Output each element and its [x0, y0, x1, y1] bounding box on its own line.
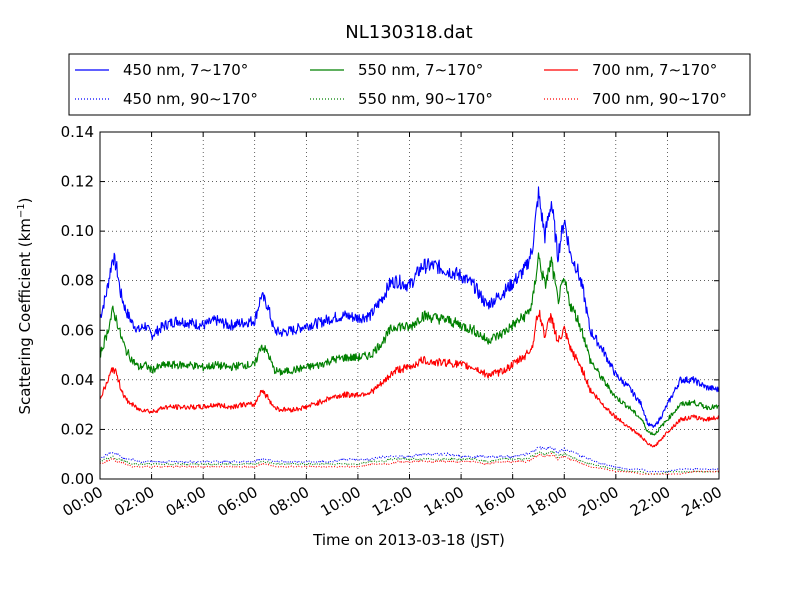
series-line-4: [99, 309, 720, 448]
x-tick-label: 12:00: [369, 483, 415, 520]
x-tick-label: 02:00: [111, 483, 157, 520]
series-line-5: [99, 452, 720, 475]
x-tick-label: 10:00: [317, 483, 363, 520]
series-lines: [99, 186, 720, 475]
legend-label-3: 550 nm, 90∼170°: [358, 90, 493, 108]
y-axis-ticks: 0.00 0.02 0.04 0.06 0.08 0.10 0.12 0.14: [61, 123, 719, 488]
legend-label-5: 700 nm, 90∼170°: [592, 90, 727, 108]
x-tick-label: 22:00: [627, 483, 673, 520]
legend-label-1: 450 nm, 90∼170°: [123, 90, 258, 108]
y-tick-label: 0.00: [61, 470, 94, 488]
legend-label-0: 450 nm, 7∼170°: [123, 61, 248, 79]
x-tick-label: 06:00: [214, 483, 260, 520]
legend-label-4: 700 nm, 7∼170°: [592, 61, 717, 79]
y-axis-label: Scattering Coefficient (km−1): [16, 197, 34, 414]
y-axis-label-exponent: −1: [16, 203, 27, 218]
x-tick-label: 00:00: [60, 483, 106, 520]
series-line-0: [99, 186, 720, 428]
x-axis-label: Time on 2013-03-18 (JST): [312, 531, 505, 549]
legend-box: [68, 53, 751, 116]
y-tick-label: 0.02: [61, 420, 94, 438]
chart-title: NL130318.dat: [345, 22, 472, 43]
series-line-2: [99, 252, 720, 436]
y-tick-label: 0.08: [61, 272, 94, 290]
series-line-1: [99, 445, 720, 473]
x-tick-label: 08:00: [266, 483, 312, 520]
y-axis-label-close: ): [16, 197, 34, 203]
legend-label-2: 550 nm, 7∼170°: [358, 61, 483, 79]
y-tick-label: 0.12: [61, 173, 94, 191]
x-tick-label: 24:00: [679, 483, 725, 520]
plot-background: [100, 132, 719, 479]
plot-area: [100, 132, 719, 479]
y-tick-label: 0.06: [61, 321, 94, 339]
x-tick-label: 18:00: [524, 483, 570, 520]
y-tick-label: 0.04: [61, 371, 94, 389]
y-axis-label-main: Scattering Coefficient (km: [16, 218, 34, 414]
legend: 450 nm, 7∼170° 550 nm, 7∼170° 700 nm, 7∼17…: [68, 53, 751, 116]
y-tick-label: 0.14: [61, 123, 94, 141]
x-tick-label: 16:00: [472, 483, 518, 520]
y-tick-label: 0.10: [61, 222, 94, 240]
x-tick-label: 20:00: [575, 483, 621, 520]
x-tick-label: 14:00: [421, 483, 467, 520]
x-tick-label: 04:00: [163, 483, 209, 520]
